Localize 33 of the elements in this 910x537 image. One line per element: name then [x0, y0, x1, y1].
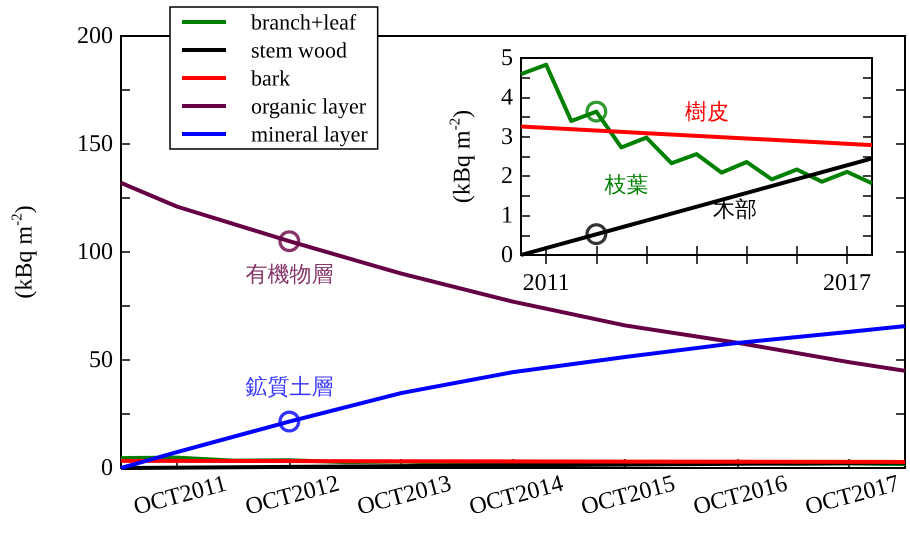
x-tick-label: OCT2016	[690, 470, 790, 521]
x-tick-label: 2011	[522, 270, 570, 296]
x-tick-label: OCT2017	[802, 470, 902, 521]
x-tick-label: OCT2011	[130, 470, 230, 520]
legend-label: mineral layer	[251, 122, 368, 146]
y-tick-label: 100	[77, 239, 113, 265]
series-label: 木部	[713, 198, 758, 223]
y-tick-label: 50	[89, 347, 113, 373]
y-tick-label: 1	[501, 202, 513, 229]
series-label: 有機物層	[245, 262, 334, 288]
legend-label: branch+leaf	[251, 10, 357, 34]
x-tick-label: 2017	[823, 270, 872, 296]
y-axis-title: (kBq m-2)	[10, 205, 38, 299]
legend-label: bark	[251, 66, 290, 90]
series-label: 枝葉	[603, 172, 648, 198]
series-label: 樹皮	[685, 100, 730, 125]
series-label: 鉱質土層	[245, 375, 334, 400]
y-tick-label: 5	[501, 45, 513, 71]
y-tick-label: 200	[77, 23, 113, 49]
x-tick-label: OCT2014	[466, 470, 566, 521]
legend-label: organic layer	[251, 94, 367, 118]
y-tick-label: 0	[501, 242, 513, 268]
y-tick-label: 3	[501, 124, 513, 150]
x-tick-label: OCT2012	[242, 470, 342, 521]
y-tick-label: 150	[77, 131, 113, 157]
y-tick-label: 2	[501, 163, 513, 190]
y-axis-title: (kBq m-2)	[448, 110, 476, 204]
y-tick-label: 4	[501, 84, 513, 110]
y-tick-label: 0	[101, 455, 113, 481]
x-tick-label: OCT2013	[354, 470, 454, 521]
x-tick-label: OCT2015	[578, 470, 678, 521]
line-series	[119, 324, 907, 470]
legend-label: stem wood	[251, 38, 347, 62]
